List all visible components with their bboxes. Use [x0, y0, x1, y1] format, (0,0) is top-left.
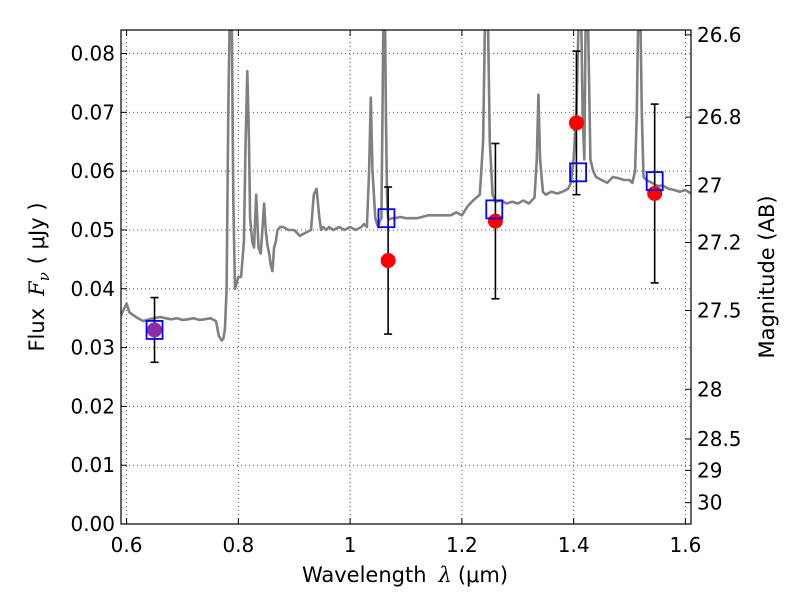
right-tick-label: 27: [697, 174, 722, 198]
x-tick-label: 1.4: [558, 533, 590, 557]
y-axis-title: FluxFν( μJy ): [25, 202, 53, 351]
spectrum-line: [121, 30, 691, 342]
y-tick-label: 0.07: [70, 100, 115, 124]
observed-point: [487, 213, 503, 229]
model-points: [145, 162, 664, 340]
right-axis-title: Magnitude (AB): [755, 195, 779, 358]
right-tick-label: 26.6: [697, 23, 742, 47]
x-tick-label: 0.8: [222, 533, 254, 557]
y-tick-label: 0.04: [70, 277, 115, 301]
observed-point: [647, 185, 663, 201]
model-point: [145, 320, 164, 340]
y-tick-labels: 0.00 0.01 0.02 0.03 0.04 0.05 0.06 0.07 0.08: [70, 42, 115, 536]
y-tick-label: 0.02: [70, 394, 115, 418]
y-tick-label: 0.05: [70, 218, 115, 242]
plot-frame: [120, 29, 692, 525]
model-point: [485, 199, 504, 220]
spectrum-line-group: [121, 30, 691, 342]
x-tick-label: 1: [344, 533, 357, 557]
y-tick-label: 0.03: [70, 336, 115, 360]
right-tick-label: 27.5: [697, 298, 742, 322]
x-axis-title: Wavelength λ (μm): [302, 563, 508, 587]
observed-point: [568, 115, 584, 131]
observed-points: [147, 115, 663, 338]
right-tick-labels: 26.6 26.8 27 27.2 27.5 28 28.5 29 30: [697, 23, 742, 515]
right-tick-label: 26.8: [697, 105, 742, 129]
x-tick-labels: 0.6 0.8 1 1.2 1.4 1.6: [111, 533, 702, 557]
right-tick-label: 30: [697, 491, 722, 515]
y-tick-label: 0.08: [70, 42, 115, 66]
y-tick-label: 0.01: [70, 453, 115, 477]
right-tick-label: 28.5: [697, 427, 742, 451]
right-tick-label: 29: [697, 458, 722, 482]
x-tick-label: 0.6: [111, 533, 143, 557]
model-point: [645, 171, 664, 192]
right-tick-label: 27.2: [697, 231, 742, 255]
x-tick-label: 1.2: [446, 533, 478, 557]
grid-lines: [121, 30, 691, 525]
axis-ticks: [121, 30, 691, 525]
model-point: [569, 162, 588, 183]
x-tick-label: 1.6: [670, 533, 702, 557]
y-tick-label: 0.06: [70, 159, 115, 183]
y-tick-label: 0.00: [70, 512, 115, 536]
observed-point: [380, 253, 396, 269]
model-point: [377, 208, 396, 229]
right-tick-label: 28: [697, 377, 722, 401]
observed-point: [147, 322, 163, 338]
